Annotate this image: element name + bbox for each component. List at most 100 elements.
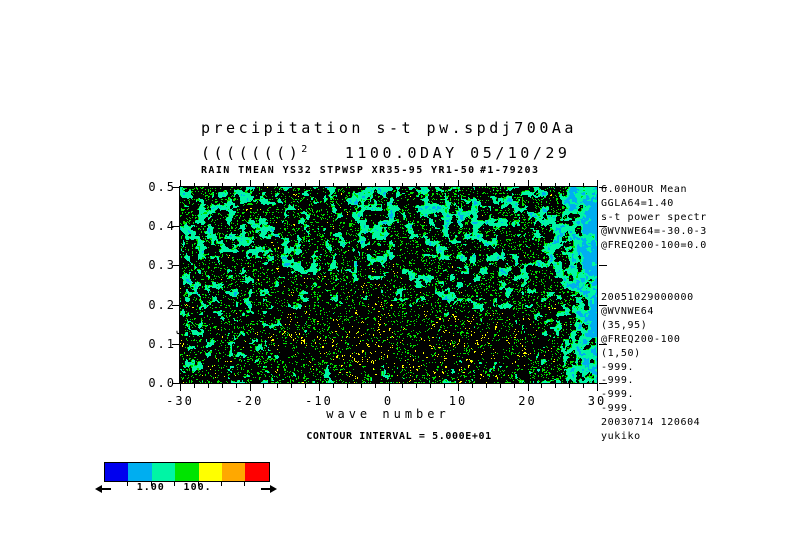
colorbar-segment (175, 463, 199, 481)
x-minor-tick (444, 384, 446, 388)
x-axis-label: wave number (326, 407, 450, 421)
colorbar-boundary-tick (174, 481, 176, 486)
annotation-line: GGLA64=1.40 (601, 197, 674, 209)
annotation-line: -999. (601, 361, 635, 373)
x-minor-tick (485, 183, 487, 187)
arrow-shaft (260, 488, 270, 490)
annotation-line: 20030714 120604 (601, 417, 701, 429)
x-minor-tick (430, 384, 432, 388)
x-minor-tick (277, 183, 279, 187)
contour-interval-label: CONTOUR INTERVAL = 5.000E+01 (306, 431, 492, 442)
annotation-line: 20051029000000 (601, 292, 694, 303)
x-tick-label: -20 (235, 394, 264, 408)
x-minor-tick (235, 384, 237, 388)
colorbar-boundary-tick (150, 481, 152, 486)
colorbar (104, 462, 270, 482)
contour-field-canvas (180, 187, 597, 383)
x-minor-tick (360, 183, 362, 187)
x-minor-tick (193, 183, 195, 187)
x-minor-tick (305, 183, 307, 187)
x-minor-tick (374, 183, 376, 187)
annotation-line: (1,50) (601, 347, 641, 359)
colorbar-segment (151, 463, 176, 481)
y-tick-label: 0.1 (148, 336, 176, 351)
colorbar-segment (221, 463, 246, 481)
x-minor-tick (430, 183, 432, 187)
x-minor-tick (332, 384, 334, 388)
colorbar-boundary-tick (127, 481, 129, 486)
x-minor-tick (263, 384, 265, 388)
x-minor-tick (583, 183, 585, 187)
x-minor-tick (555, 384, 557, 388)
y-major-tick (172, 383, 180, 384)
x-major-tick (180, 384, 181, 391)
x-minor-tick (221, 384, 223, 388)
x-major-tick (388, 180, 390, 187)
x-major-tick (458, 384, 459, 391)
x-minor-tick (444, 183, 446, 187)
x-minor-tick (416, 183, 418, 187)
colorbar-value-label: 100. (183, 482, 212, 493)
annotation-line: -999. (601, 375, 635, 387)
x-minor-tick (207, 183, 209, 187)
page-subtitle: ((((((()2 1100.0DAY 05/10/29 (201, 144, 570, 162)
y-tick-label: 0.2 (148, 297, 176, 312)
colorbar-segment (245, 463, 269, 481)
y-major-tick (599, 343, 607, 345)
x-major-tick (319, 384, 320, 391)
x-major-tick (388, 384, 390, 391)
x-minor-tick (485, 384, 487, 388)
x-minor-tick (360, 384, 362, 388)
x-tick-label: 30 (587, 394, 607, 408)
annotation-line: @FREQ200-100 (601, 333, 681, 345)
x-major-tick (527, 180, 529, 187)
x-minor-tick (583, 384, 585, 388)
subtitle-parens: ((((((() (201, 144, 302, 162)
x-major-tick (180, 180, 181, 187)
x-minor-tick (207, 384, 209, 388)
subtitle-exponent: 2 (301, 144, 308, 155)
right-arrowhead-icon (269, 485, 277, 493)
y-tick-label: 0.3 (148, 258, 176, 273)
y-major-tick (172, 304, 180, 306)
y-major-tick (599, 383, 607, 384)
x-minor-tick (402, 183, 404, 187)
colorbar-value-label: 1.00 (136, 482, 165, 493)
x-tick-label: 20 (518, 394, 537, 408)
y-major-tick (599, 265, 607, 267)
y-major-tick (599, 226, 607, 228)
x-minor-tick (499, 384, 501, 388)
annotation-line: yukiko (601, 431, 641, 443)
annotation-line: -999. (601, 403, 635, 415)
x-tick-label: 0 (383, 394, 394, 408)
x-minor-tick (193, 384, 195, 388)
subtitle-day-date: 1100.0DAY 05/10/29 (307, 144, 571, 162)
x-minor-tick (569, 183, 571, 187)
x-minor-tick (555, 183, 557, 187)
x-minor-tick (277, 384, 279, 388)
annotation-line: s-t power spectr (601, 211, 707, 223)
y-major-tick (172, 226, 180, 228)
x-tick-label: -10 (305, 394, 333, 408)
annotation-line: -999. (601, 389, 635, 401)
colorbar-segment (105, 463, 129, 481)
x-minor-tick (569, 384, 571, 388)
colorbar-segment (198, 463, 222, 481)
x-minor-tick (346, 183, 348, 187)
dataset-info-line: RAIN TMEAN YS32 STPWSP XR35-95 YR1-50 (201, 165, 476, 176)
x-major-tick (249, 180, 251, 187)
y-major-tick (172, 187, 180, 188)
colorbar-boundary-tick (197, 481, 199, 486)
y-major-tick (172, 265, 180, 267)
y-major-tick (172, 343, 180, 345)
x-minor-tick (291, 183, 293, 187)
x-minor-tick (513, 183, 515, 187)
annotation-line: 6.00HOUR Mean (601, 184, 688, 195)
x-minor-tick (291, 384, 293, 388)
colorbar-boundary-tick (244, 481, 246, 486)
x-minor-tick (471, 384, 473, 388)
x-minor-tick (541, 183, 543, 187)
x-minor-tick (402, 384, 404, 388)
x-minor-tick (305, 384, 307, 388)
x-major-tick (597, 384, 598, 391)
